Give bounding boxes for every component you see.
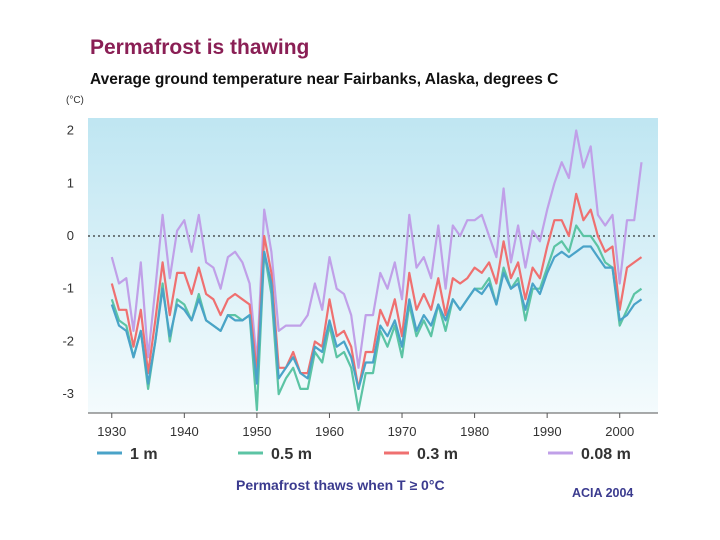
chart-subtitle: Average ground temperature near Fairbank… (90, 71, 559, 88)
series-line-1m (110, 245, 643, 390)
legend-label: 1 m (130, 446, 158, 463)
y-tick-label: -1 (62, 281, 74, 296)
series-line-0-3m (110, 192, 643, 390)
y-tick-label: 1 (67, 175, 74, 190)
x-tick-label: 1970 (388, 424, 417, 439)
source-credit: ACIA 2004 (572, 486, 634, 500)
x-tick-label: 1930 (97, 424, 126, 439)
legend-label: 0.08 m (581, 446, 631, 463)
legend-label: 0.5 m (271, 446, 312, 463)
series-line-0-08m (110, 129, 643, 369)
x-tick-label: 1950 (242, 424, 271, 439)
chart-title: Permafrost is thawing (90, 36, 310, 59)
x-tick-label: 1990 (533, 424, 562, 439)
x-tick-label: 1940 (170, 424, 199, 439)
y-tick-label: 0 (67, 228, 74, 243)
y-axis-unit-label: (°C) (66, 95, 84, 106)
series-line-0-5m (110, 224, 643, 412)
thaw-threshold-note: Permafrost thaws when T ≥ 0°C (236, 477, 445, 493)
y-tick-label: 2 (67, 123, 74, 138)
y-tick-label: -2 (62, 333, 74, 348)
x-tick-label: 2000 (605, 424, 634, 439)
x-tick-label: 1980 (460, 424, 489, 439)
y-tick-label: -3 (62, 386, 74, 401)
legend-label: 0.3 m (417, 446, 458, 463)
x-tick-label: 1960 (315, 424, 344, 439)
